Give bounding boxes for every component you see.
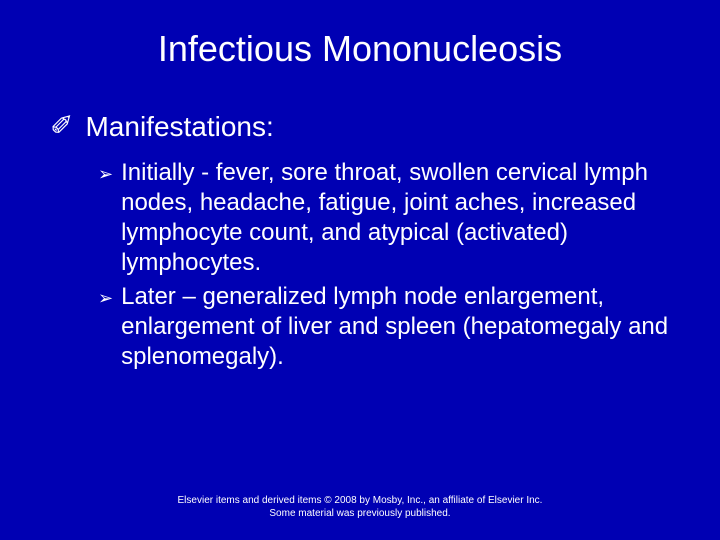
footer-line1: Elsevier items and derived items © 2008 … — [0, 494, 720, 507]
arrow-icon: ➢ — [98, 282, 113, 310]
arrow-icon: ➢ — [98, 158, 113, 186]
bullet1-icon: ✐ — [50, 110, 73, 144]
slide-body: ✐ Manifestations: ➢ Initially - fever, s… — [0, 80, 720, 372]
slide-title: Infectious Mononucleosis — [0, 0, 720, 80]
bullet-level1: ✐ Manifestations: — [50, 110, 670, 144]
bullet2-text: Later – generalized lymph node enlargeme… — [121, 282, 670, 372]
slide: Infectious Mononucleosis ✐ Manifestation… — [0, 0, 720, 540]
level2-container: ➢ Initially - fever, sore throat, swolle… — [50, 152, 670, 372]
bullet-level2: ➢ Later – generalized lymph node enlarge… — [98, 282, 670, 372]
bullet2-text: Initially - fever, sore throat, swollen … — [121, 158, 670, 278]
footer-line2: Some material was previously published. — [0, 507, 720, 520]
bullet1-text: Manifestations: — [85, 110, 273, 144]
footer: Elsevier items and derived items © 2008 … — [0, 494, 720, 520]
bullet-level2: ➢ Initially - fever, sore throat, swolle… — [98, 158, 670, 278]
